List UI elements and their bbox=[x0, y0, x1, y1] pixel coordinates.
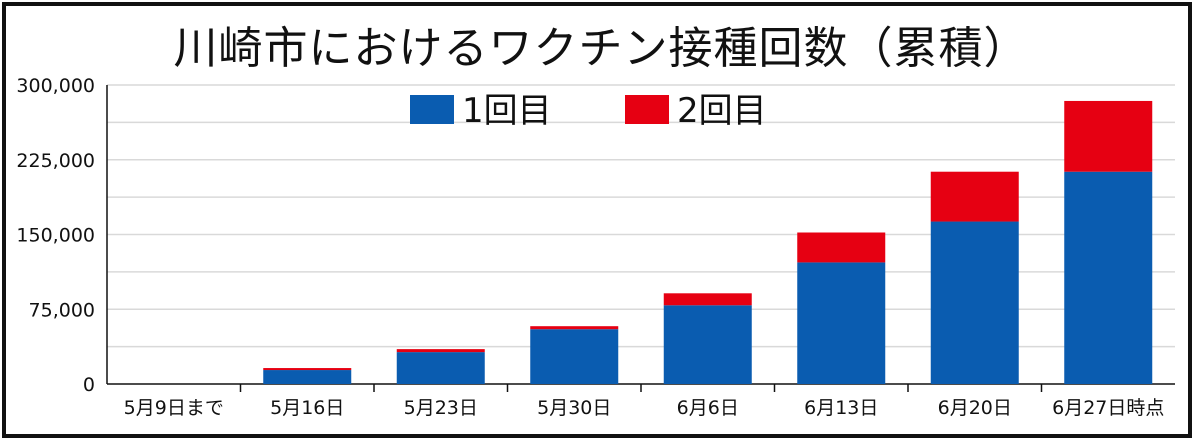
bar-dose2 bbox=[797, 232, 886, 263]
bar-dose1 bbox=[1064, 171, 1153, 384]
y-tick-label: 75,000 bbox=[29, 299, 95, 321]
y-tick-label: 300,000 bbox=[16, 75, 95, 97]
bar-dose2 bbox=[930, 171, 1019, 222]
x-tick-label: 5月30日 bbox=[537, 397, 611, 419]
bar-dose1 bbox=[530, 329, 619, 384]
bar-dose1 bbox=[663, 305, 752, 384]
x-tick-label: 6月27日時点 bbox=[1052, 397, 1164, 419]
legend-label-2: 2回目 bbox=[677, 91, 767, 131]
y-tick-label: 150,000 bbox=[16, 225, 95, 247]
legend-label-1: 1回目 bbox=[462, 91, 552, 131]
x-tick-label: 6月6日 bbox=[677, 397, 739, 419]
y-tick-label: 0 bbox=[83, 374, 95, 396]
x-tick-label: 5月23日 bbox=[404, 397, 478, 419]
bar-dose1 bbox=[396, 352, 485, 384]
y-tick-label: 225,000 bbox=[16, 150, 95, 172]
legend-swatch-2 bbox=[625, 95, 669, 124]
x-tick-label: 6月20日 bbox=[938, 397, 1012, 419]
bar-dose1 bbox=[797, 262, 886, 384]
x-tick-label: 5月9日まで bbox=[124, 397, 224, 419]
bar-dose2 bbox=[1064, 100, 1153, 172]
chart-title: 川崎市におけるワクチン接種回数（累積） bbox=[173, 23, 1029, 74]
bar-dose2 bbox=[663, 293, 752, 306]
legend-swatch-1 bbox=[410, 95, 454, 124]
bar-dose2 bbox=[263, 368, 352, 371]
bar-dose1 bbox=[930, 221, 1019, 384]
bar-dose1 bbox=[263, 370, 352, 384]
x-tick-label: 6月13日 bbox=[804, 397, 878, 419]
bar-dose2 bbox=[396, 349, 485, 353]
bar-dose2 bbox=[530, 326, 619, 330]
x-tick-label: 5月16日 bbox=[270, 397, 344, 419]
